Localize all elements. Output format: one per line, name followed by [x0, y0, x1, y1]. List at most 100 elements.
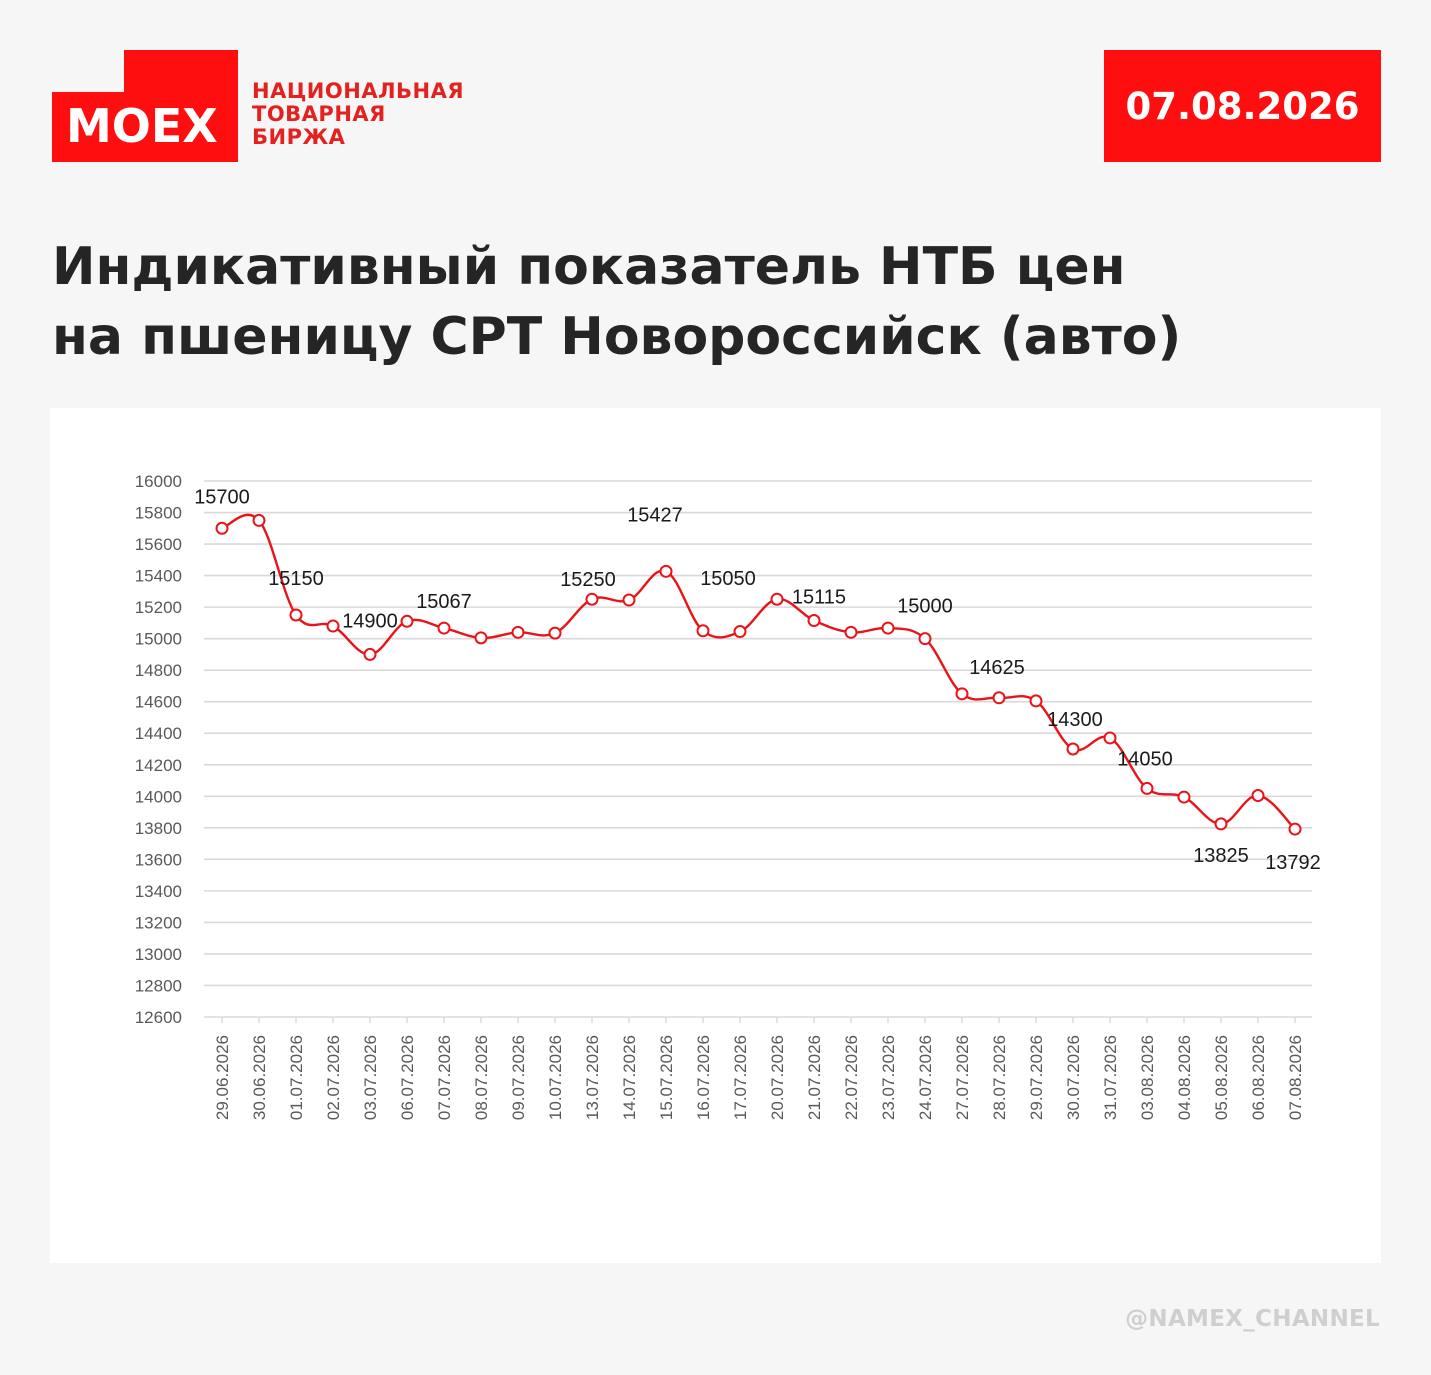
data-label-28.07.2026: 14625	[969, 657, 1025, 679]
moex-logo-shape	[52, 50, 238, 162]
data-label-16.07.2026: 15050	[700, 568, 756, 590]
x-tick-label: 14.07.2026	[620, 1035, 639, 1120]
x-tick-label: 31.07.2026	[1101, 1035, 1120, 1120]
x-tick-label: 27.07.2026	[953, 1035, 972, 1120]
x-tick-label: 21.07.2026	[805, 1035, 824, 1120]
gridlines	[204, 480, 1312, 1018]
y-tick-label: 15800	[135, 504, 182, 523]
title-line-1: Индикативный показатель НТБ цен	[52, 237, 1126, 297]
moex-logo	[52, 50, 238, 162]
channel-watermark: @NAMEX_CHANNEL	[1125, 1306, 1380, 1332]
data-label-13.07.2026: 15250	[560, 569, 616, 591]
y-tick-label: 14000	[135, 787, 182, 806]
data-point-16.07.2026	[696, 624, 710, 638]
data-point-09.07.2026	[511, 625, 525, 639]
data-point-07.07.2026	[437, 621, 451, 635]
x-tick-label: 20.07.2026	[768, 1035, 787, 1120]
data-point-10.07.2026	[548, 626, 562, 640]
brand-line-1: НАЦИОНАЛЬНАЯ	[252, 79, 465, 103]
x-tick-label: 06.07.2026	[398, 1035, 417, 1120]
title-line-2: на пшеницу СРТ Новороссийск (авто)	[52, 307, 1182, 367]
data-point-13.07.2026	[585, 592, 599, 606]
y-tick-label: 16000	[135, 472, 182, 491]
y-tick-label: 13600	[135, 850, 182, 869]
y-tick-label: 12600	[135, 1008, 182, 1027]
brand-name: НАЦИОНАЛЬНАЯ ТОВАРНАЯ БИРЖА	[252, 80, 464, 149]
x-tick-label: 24.07.2026	[916, 1035, 935, 1120]
x-tick-label: 15.07.2026	[657, 1035, 676, 1120]
y-tick-label: 13000	[135, 945, 182, 964]
x-tick-label: 13.07.2026	[583, 1035, 602, 1120]
y-tick-label: 14400	[135, 724, 182, 743]
y-axis-tick-labels: 16000 15800 15600 15400 15200 15000 14800 14600…	[135, 472, 182, 1027]
data-point-08.07.2026	[474, 631, 488, 645]
data-point-20.07.2026	[770, 592, 784, 606]
y-tick-label: 14200	[135, 756, 182, 775]
data-point-06.07.2026	[400, 614, 414, 628]
x-tick-label: 16.07.2026	[694, 1035, 713, 1120]
x-tick-label: 10.07.2026	[546, 1035, 565, 1120]
x-tick-label: 30.06.2026	[250, 1035, 269, 1120]
data-point-03.08.2026	[1140, 781, 1154, 795]
data-label-29.06.2026: 15700	[194, 486, 250, 508]
data-points	[215, 513, 1302, 836]
data-point-29.06.2026	[215, 521, 229, 535]
brand-line-3: БИРЖА	[252, 125, 346, 149]
data-label-01.07.2026: 15150	[268, 568, 324, 590]
x-tick-label: 02.07.2026	[324, 1035, 343, 1120]
data-labels: 15700 15150 14900 15067 15250 15427 15050 15115…	[194, 486, 1321, 874]
data-label-05.08.2026: 13825	[1193, 845, 1249, 867]
data-point-30.07.2026	[1066, 742, 1080, 756]
x-tick-label: 22.07.2026	[842, 1035, 861, 1120]
x-tick-label: 03.07.2026	[361, 1035, 380, 1120]
y-tick-label: 13800	[135, 819, 182, 838]
data-label-03.08.2026: 14050	[1117, 748, 1173, 770]
data-point-06.08.2026	[1251, 789, 1265, 803]
brand-line-2: ТОВАРНАЯ	[252, 102, 386, 126]
y-tick-label: 14800	[135, 661, 182, 680]
series-line-layer	[221, 513, 1296, 830]
x-tick-label: 29.06.2026	[213, 1035, 232, 1120]
price-line-chart: 16000 15800 15600 15400 15200 15000 14800 14600…	[135, 472, 1321, 1120]
x-tick-label: 29.07.2026	[1027, 1035, 1046, 1120]
moex-logo-text: MOEX	[66, 99, 218, 153]
x-tick-label: 01.07.2026	[287, 1035, 306, 1120]
data-point-21.07.2026	[807, 614, 821, 628]
x-tick-label: 06.08.2026	[1249, 1035, 1268, 1120]
data-point-05.08.2026	[1214, 817, 1228, 831]
data-point-27.07.2026	[955, 687, 969, 701]
data-point-23.07.2026	[881, 621, 895, 635]
y-tick-label: 14600	[135, 693, 182, 712]
x-tick-label: 09.07.2026	[509, 1035, 528, 1120]
y-tick-label: 13200	[135, 913, 182, 932]
x-tick-label: 07.08.2026	[1286, 1035, 1305, 1120]
x-tick-label: 03.08.2026	[1138, 1035, 1157, 1120]
data-point-30.06.2026	[252, 513, 266, 527]
chart-card: 16000 15800 15600 15400 15200 15000 14800 14600…	[50, 408, 1381, 1263]
data-label-21.07.2026: 15115	[792, 587, 846, 609]
data-point-07.08.2026	[1288, 822, 1302, 836]
x-tick-label: 07.07.2026	[435, 1035, 454, 1120]
data-point-02.07.2026	[326, 619, 340, 633]
x-tick-label: 30.07.2026	[1064, 1035, 1083, 1120]
y-tick-label: 13400	[135, 882, 182, 901]
y-tick-label: 15600	[135, 535, 182, 554]
x-tick-label: 28.07.2026	[990, 1035, 1009, 1120]
data-label-03.07.2026: 14900	[342, 610, 398, 632]
x-tick-label: 23.07.2026	[879, 1035, 898, 1120]
data-label-15.07.2026: 15427	[627, 504, 683, 526]
data-label-24.07.2026: 15000	[897, 596, 953, 618]
date-badge: 07.08.2026	[1104, 50, 1381, 162]
data-point-31.07.2026	[1103, 731, 1117, 745]
data-point-17.07.2026	[733, 625, 747, 639]
y-tick-label: 12800	[135, 976, 182, 995]
page-title: Индикативный показатель НТБ цен на пшени…	[52, 232, 1352, 372]
data-point-28.07.2026	[992, 691, 1006, 705]
data-point-04.08.2026	[1177, 790, 1191, 804]
series-line	[221, 513, 1296, 830]
y-tick-label: 15400	[135, 567, 182, 586]
x-tick-label: 08.07.2026	[472, 1035, 491, 1120]
data-label-30.07.2026: 14300	[1047, 709, 1103, 731]
data-label-07.08.2026: 13792	[1265, 852, 1321, 874]
y-tick-label: 15200	[135, 598, 182, 617]
